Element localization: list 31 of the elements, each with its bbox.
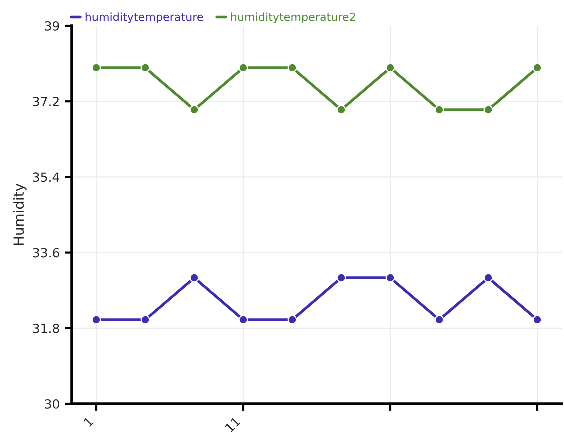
point	[140, 63, 150, 73]
point	[336, 105, 346, 115]
point	[336, 273, 346, 283]
point	[92, 315, 102, 325]
y-tick-label: 39	[45, 21, 60, 31]
x-tick-label: 1	[84, 416, 94, 428]
point	[532, 315, 542, 325]
point	[288, 63, 298, 73]
point	[190, 105, 200, 115]
point	[238, 63, 248, 73]
y-tick-label: 33.6	[33, 248, 60, 258]
point	[532, 63, 542, 73]
point	[190, 273, 200, 283]
legend-label: humiditytemperature2	[231, 12, 356, 24]
text: humiditytemperature	[86, 12, 204, 24]
x-tick-label: 11	[224, 416, 241, 433]
point	[434, 315, 444, 325]
point	[386, 63, 396, 73]
point	[386, 273, 396, 283]
point	[484, 273, 494, 283]
point	[484, 105, 494, 115]
y-tick-label: 30	[45, 399, 60, 409]
point	[238, 315, 248, 325]
point	[140, 315, 150, 325]
point	[434, 105, 444, 115]
y-tick-label: 35.4	[33, 172, 60, 182]
y-tick-label: 31.8	[33, 324, 60, 334]
y-axis-title: Humidity	[13, 184, 27, 246]
point	[288, 315, 298, 325]
y-tick-label: 37.2	[33, 97, 59, 107]
point	[92, 63, 102, 73]
